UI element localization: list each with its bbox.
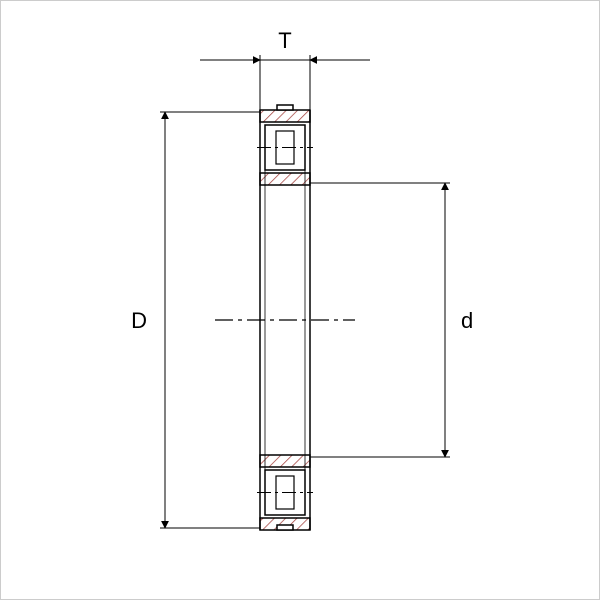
label-inner-diameter: d <box>461 308 473 333</box>
inner-washer <box>260 455 310 467</box>
outer-washer <box>260 110 310 122</box>
washer-notch <box>277 525 293 530</box>
inner-washer <box>260 173 310 185</box>
label-outer-diameter: D <box>131 308 147 333</box>
washer-notch <box>277 105 293 110</box>
label-thickness: T <box>278 28 291 53</box>
